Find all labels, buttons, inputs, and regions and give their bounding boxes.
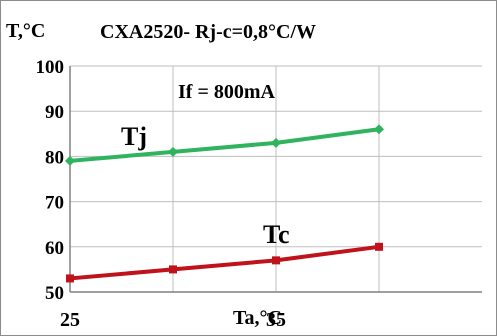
y-tick-label: 100 [36,57,65,78]
data-point-tc [66,274,74,283]
series-line-tj [69,127,380,163]
data-point-tc [169,265,177,274]
y-tick-label: 70 [45,193,64,214]
x-tick-label: 35 [266,309,286,331]
data-point-tc [272,256,280,265]
y-tick-label: 60 [45,238,64,259]
axes [69,66,482,293]
y-tick-label: 50 [45,283,64,304]
y-axis-label: T,°C [6,20,45,42]
series-label-tj: Tj [121,122,147,151]
data-point-tj [271,137,281,148]
x-axis-label: Ta,°C [233,307,282,329]
series-label-tc: Tc [263,220,290,249]
data-point-tj [374,124,384,135]
y-tick-label: 90 [45,102,64,123]
x-tick-label: 25 [60,309,80,331]
tick-labels: 50 60 70 80 90 100 25 35 [36,57,287,331]
data-point-tc [375,242,383,251]
y-tick-label: 80 [45,147,64,168]
data-point-tj [65,155,75,166]
chart-title: CXA2520- Rj-c=0,8°C/W [100,21,316,43]
annotation-if: If = 800mA [178,81,276,103]
series-layer [65,124,384,283]
series-line-tc [69,244,380,281]
data-point-tj [168,146,178,157]
